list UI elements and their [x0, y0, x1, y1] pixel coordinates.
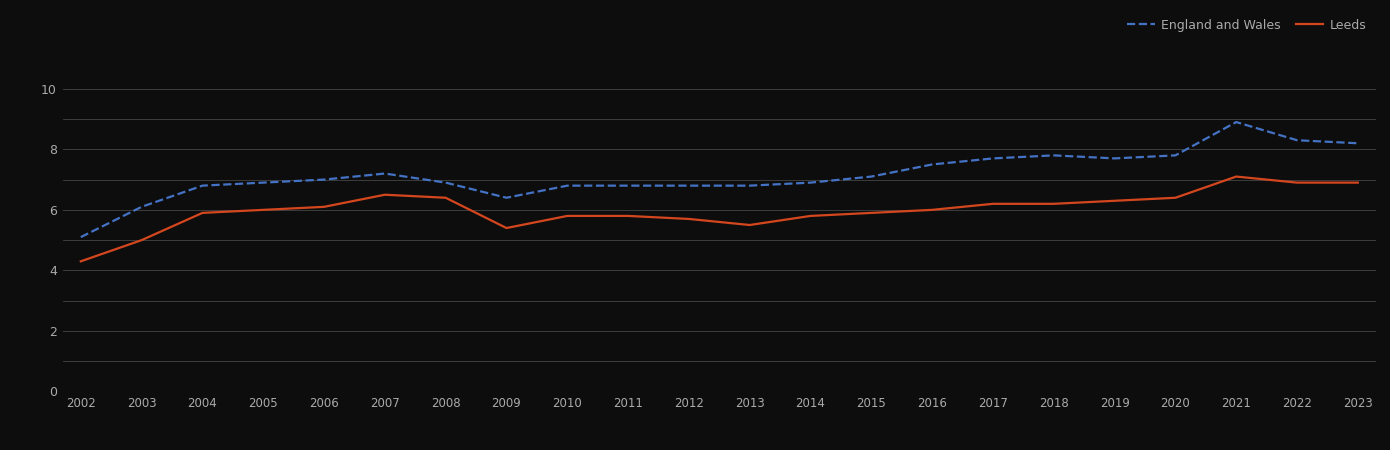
- England and Wales: [681, 183, 698, 189]
- Legend: England and Wales, Leeds: England and Wales, Leeds: [1123, 15, 1371, 35]
- Leeds: [133, 238, 150, 243]
- Leeds: [1045, 201, 1062, 207]
- Leeds: [802, 213, 819, 219]
- Leeds: [559, 213, 575, 219]
- England and Wales: [559, 183, 575, 189]
- Leeds: [72, 259, 89, 264]
- England and Wales: [620, 183, 637, 189]
- England and Wales: [438, 180, 455, 185]
- England and Wales: [1106, 156, 1123, 161]
- Line: England and Wales: England and Wales: [81, 122, 1358, 237]
- Leeds: [924, 207, 941, 212]
- England and Wales: [802, 180, 819, 185]
- Leeds: [1350, 180, 1366, 185]
- England and Wales: [924, 162, 941, 167]
- Leeds: [438, 195, 455, 200]
- England and Wales: [195, 183, 211, 189]
- Leeds: [681, 216, 698, 222]
- England and Wales: [863, 174, 880, 179]
- Line: Leeds: Leeds: [81, 176, 1358, 261]
- Leeds: [620, 213, 637, 219]
- Leeds: [863, 210, 880, 216]
- Leeds: [254, 207, 271, 212]
- England and Wales: [498, 195, 514, 200]
- England and Wales: [133, 204, 150, 210]
- Leeds: [1227, 174, 1244, 179]
- Leeds: [316, 204, 332, 210]
- Leeds: [984, 201, 1001, 207]
- England and Wales: [1227, 119, 1244, 125]
- England and Wales: [741, 183, 758, 189]
- England and Wales: [984, 156, 1001, 161]
- Leeds: [1106, 198, 1123, 203]
- Leeds: [377, 192, 393, 198]
- England and Wales: [1350, 140, 1366, 146]
- England and Wales: [377, 171, 393, 176]
- England and Wales: [72, 234, 89, 240]
- Leeds: [498, 225, 514, 231]
- England and Wales: [1168, 153, 1184, 158]
- England and Wales: [254, 180, 271, 185]
- England and Wales: [316, 177, 332, 182]
- Leeds: [195, 210, 211, 216]
- Leeds: [1289, 180, 1305, 185]
- England and Wales: [1045, 153, 1062, 158]
- Leeds: [741, 222, 758, 228]
- England and Wales: [1289, 138, 1305, 143]
- Leeds: [1168, 195, 1184, 200]
